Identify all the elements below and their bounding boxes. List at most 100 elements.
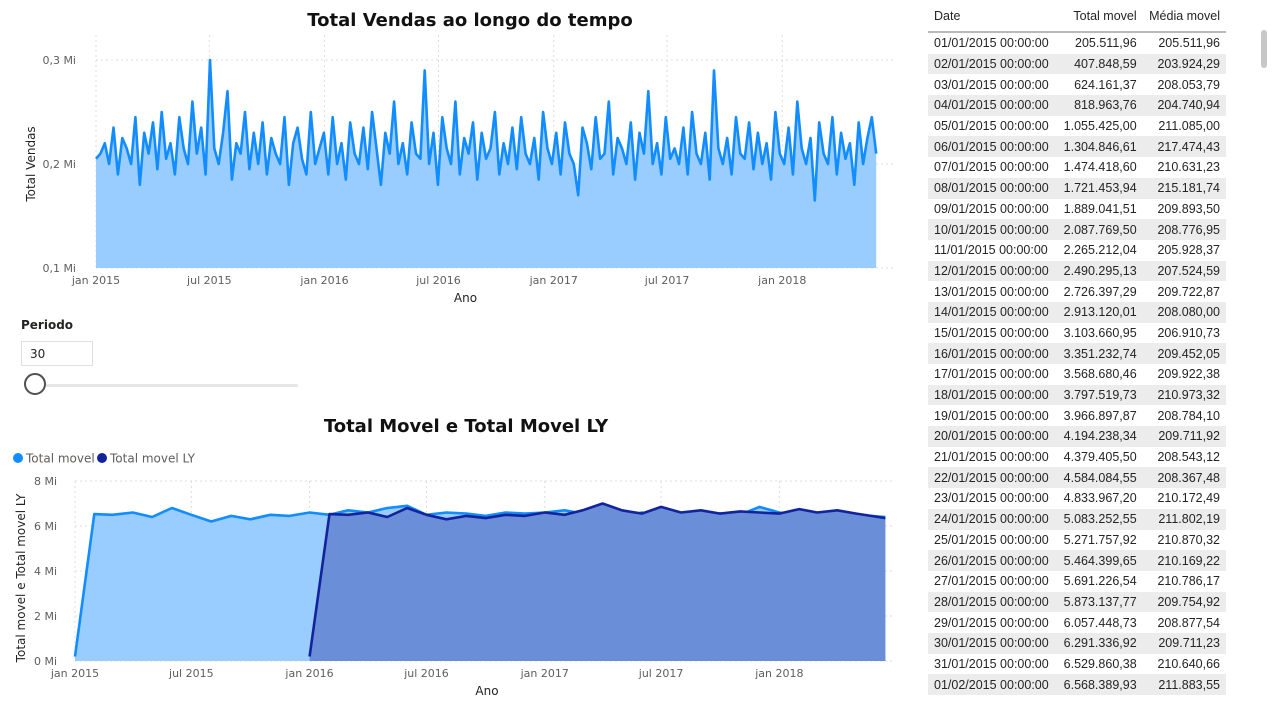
table-row[interactable]: 31/01/2015 00:00:00 6.529.860,38 210.640,6… [928,654,1226,675]
cell-total-movel: 5.083.252,55 [1054,508,1143,530]
cell-total-movel: 1.889.041,51 [1063,201,1137,216]
table-row[interactable]: 03/01/2015 00:00:00 624.161,37 208.053,79 [928,74,1226,95]
cell-total-movel: 2.087.769,50 [1054,219,1143,240]
chart2-y-tick: 4 Mi [34,565,57,578]
cell-total-movel: 3.103.660,95 [1063,325,1137,340]
table-row[interactable]: 01/01/2015 00:00:00 205.511,96 205.511,96 [928,32,1226,54]
table-row[interactable]: 08/01/2015 00:00:00 1.721.453,94 215.181,7… [928,177,1226,199]
cell-date: 09/01/2015 00:00:00 [934,201,1049,216]
chart1-y-tick: 0,2 Mi [42,158,76,171]
chart2-x-label: Ano [475,684,498,698]
table-row[interactable]: 04/01/2015 00:00:00 818.963,76 204.740,94 [928,95,1226,116]
cell-media-movel: 208.543,12 [1157,450,1220,465]
cell-media-movel: 209.754,92 [1142,591,1226,613]
table-row[interactable]: 10/01/2015 00:00:00 2.087.769,50 208.776,9… [928,219,1226,240]
chart2-title: Total Movel e Total Movel LY [323,416,609,437]
table-row[interactable]: 16/01/2015 00:00:00 3.351.232,74 209.452,0… [928,343,1226,364]
chart1-x-tick: jan 2018 [757,274,806,287]
col-header-total-movel[interactable]: Total movel [1054,0,1143,33]
table-row[interactable]: 17/01/2015 00:00:00 3.568.680,46 209.922,3… [928,364,1226,385]
cell-media-movel: 207.524,59 [1142,260,1226,282]
col-header-date[interactable]: Date [928,0,1055,33]
table-row[interactable]: 28/01/2015 00:00:00 5.873.137,77 209.754,9… [928,591,1226,613]
table-row[interactable]: 01/02/2015 00:00:00 6.568.389,93 211.883,5… [928,674,1226,695]
cell-media-movel: 208.080,00 [1142,301,1226,323]
cell-total-movel: 2.913.120,01 [1054,301,1143,323]
table-row[interactable]: 05/01/2015 00:00:00 1.055.425,00 211.085,0… [928,116,1226,137]
cell-date: 16/01/2015 00:00:00 [928,343,1055,364]
table-row[interactable]: 24/01/2015 00:00:00 5.083.252,55 211.802,1… [928,508,1226,530]
chart2-y-tick: 6 Mi [34,520,57,533]
chart2-legend-label[interactable]: Total movel [25,452,95,466]
cell-date: 05/01/2015 00:00:00 [934,119,1049,134]
table-row[interactable]: 06/01/2015 00:00:00 1.304.846,61 217.474,4… [928,136,1226,158]
cell-media-movel: 211.802,19 [1142,508,1226,530]
cell-date: 18/01/2015 00:00:00 [928,384,1055,406]
cell-date: 10/01/2015 00:00:00 [928,219,1055,240]
cell-date: 17/01/2015 00:00:00 [934,367,1049,382]
cell-date: 29/01/2015 00:00:00 [934,615,1049,630]
cell-media-movel: 203.924,29 [1142,53,1226,75]
chart2-x-tick: jan 2017 [520,667,569,680]
cell-date: 07/01/2015 00:00:00 [934,160,1049,175]
cell-total-movel: 2.726.397,29 [1063,284,1137,299]
chart2-legend-marker[interactable] [13,453,23,463]
table-row[interactable]: 02/01/2015 00:00:00 407.848,59 203.924,29 [928,53,1226,75]
table-row[interactable]: 18/01/2015 00:00:00 3.797.519,73 210.973,3… [928,384,1226,406]
cell-total-movel: 1.304.846,61 [1054,136,1143,158]
table-scrollbar[interactable] [1261,30,1267,68]
cell-date: 12/01/2015 00:00:00 [928,260,1055,282]
chart2-x-tick: jan 2018 [754,667,803,680]
chart1-x-tick: jan 2015 [71,274,120,287]
cell-date: 15/01/2015 00:00:00 [934,325,1049,340]
cell-date: 14/01/2015 00:00:00 [928,301,1055,323]
cell-total-movel: 4.379.405,50 [1063,450,1137,465]
cell-media-movel: 206.910,73 [1157,325,1220,340]
data-table[interactable]: Date Total movel Média movel 01/01/2015 … [928,0,1226,706]
periodo-slider-track[interactable] [36,384,298,387]
cell-media-movel: 210.973,32 [1142,384,1226,406]
cell-total-movel: 3.568.680,46 [1063,367,1137,382]
chart2-legend-label[interactable]: Total movel LY [109,452,196,466]
cell-total-movel: 5.464.399,65 [1054,550,1143,571]
cell-media-movel: 208.877,54 [1157,615,1220,630]
cell-total-movel: 1.474.418,60 [1063,160,1137,175]
table-row[interactable]: 21/01/2015 00:00:00 4.379.405,50 208.543,1… [928,447,1226,468]
chart1-x-tick: jul 2016 [415,274,461,287]
table-row[interactable]: 14/01/2015 00:00:00 2.913.120,01 208.080,0… [928,301,1226,323]
cell-media-movel: 208.784,10 [1157,408,1220,423]
table-row[interactable]: 29/01/2015 00:00:00 6.057.448,73 208.877,5… [928,612,1226,633]
cell-total-movel: 1.055.425,00 [1063,119,1137,134]
col-header-media-movel[interactable]: Média movel [1142,0,1226,33]
chart1-line [95,58,878,202]
chart2-x-tick: jul 2016 [403,667,449,680]
table-row[interactable]: 09/01/2015 00:00:00 1.889.041,51 209.893,5… [928,199,1226,220]
cell-date: 22/01/2015 00:00:00 [928,467,1055,489]
cell-total-movel: 6.057.448,73 [1063,615,1137,630]
table-row[interactable]: 15/01/2015 00:00:00 3.103.660,95 206.910,7… [928,323,1226,344]
table-row[interactable]: 23/01/2015 00:00:00 4.833.967,20 210.172,4… [928,488,1226,509]
table-row[interactable]: 25/01/2015 00:00:00 5.271.757,92 210.870,3… [928,530,1226,551]
chart2-legend-marker[interactable] [97,453,107,463]
table-row[interactable]: 22/01/2015 00:00:00 4.584.084,55 208.367,4… [928,467,1226,489]
table-row[interactable]: 20/01/2015 00:00:00 4.194.238,34 209.711,9… [928,426,1226,447]
table-row[interactable]: 13/01/2015 00:00:00 2.726.397,29 209.722,8… [928,281,1226,302]
cell-total-movel: 4.833.967,20 [1063,491,1137,506]
periodo-slider-handle[interactable] [24,373,46,395]
chart2-y-label: Total movel e Total movel LY [14,493,28,663]
chart2-x-tick: jul 2015 [168,667,214,680]
chart1-plot[interactable]: 0,1 Mi 0,2 Mi 0,3 Mi jan 2015 jul 2015 jan 20… [0,0,920,310]
cell-date: 19/01/2015 00:00:00 [934,408,1049,423]
table-row[interactable]: 11/01/2015 00:00:00 2.265.212,04 205.928,3… [928,240,1226,261]
table-row[interactable]: 30/01/2015 00:00:00 6.291.336,92 209.711,2… [928,632,1226,654]
cell-media-movel: 205.928,37 [1157,243,1220,258]
periodo-input[interactable] [21,341,93,366]
table-row[interactable]: 19/01/2015 00:00:00 3.966.897,87 208.784,1… [928,405,1226,426]
cell-date: 08/01/2015 00:00:00 [928,177,1055,199]
cell-date: 02/01/2015 00:00:00 [928,53,1055,75]
table-row[interactable]: 07/01/2015 00:00:00 1.474.418,60 210.631,2… [928,157,1226,178]
table-row[interactable]: 27/01/2015 00:00:00 5.691.226,54 210.786,1… [928,571,1226,592]
table-row[interactable]: 12/01/2015 00:00:00 2.490.295,13 207.524,5… [928,260,1226,282]
chart2-plot[interactable]: 0 Mi 2 Mi 4 Mi 6 Mi 8 Mi jan 2015 jul 2015 jan … [0,440,920,720]
table-row[interactable]: 26/01/2015 00:00:00 5.464.399,65 210.169,2… [928,550,1226,571]
